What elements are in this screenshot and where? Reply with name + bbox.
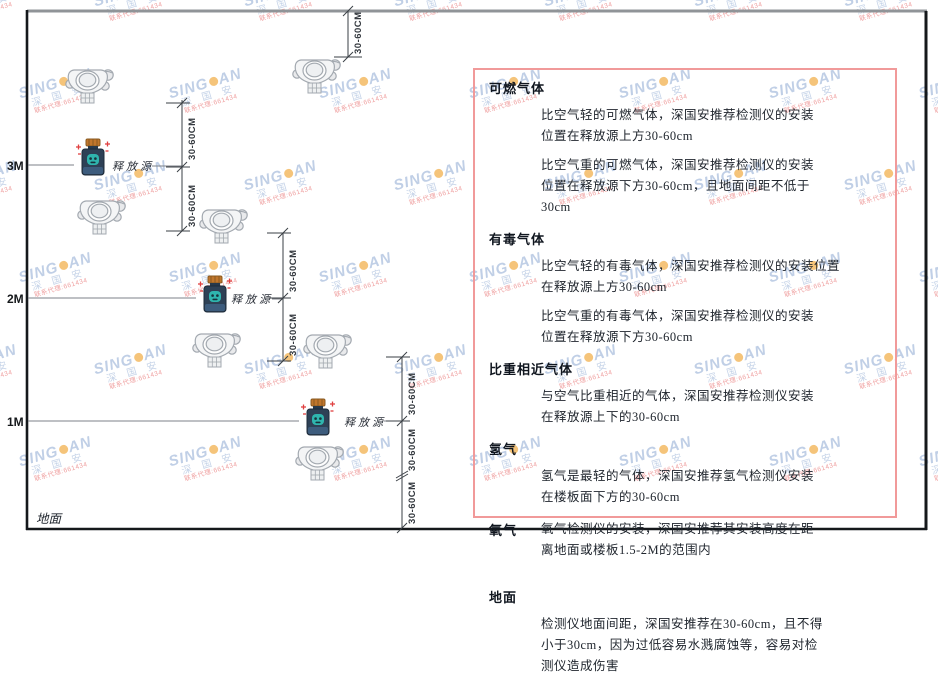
section-heading: 氢气 <box>489 442 518 457</box>
note-paragraph: 比空气轻的有毒气体，深国安推荐检测仪的安装位置 在释放源上方30-60cm <box>541 259 841 294</box>
section-combustible-gas: 可燃气体 比空气轻的可燃气体，深国安推荐检测仪的安装 位置在释放源上方30-60… <box>489 78 881 218</box>
gas-release-source-icon <box>197 275 233 313</box>
note-paragraph: 比空气重的可燃气体，深国安推荐检测仪的安装 位置在释放源下方30-60cm，且地… <box>541 158 815 214</box>
gas-detector-icon <box>77 200 126 235</box>
dim-label-30-60cm: 30-60CM <box>353 11 364 54</box>
dim-label-30-60cm: 30-60CM <box>288 249 299 292</box>
ground-label: 地面 <box>36 512 64 526</box>
dimension-lines <box>166 5 410 534</box>
section-heading: 比重相近气体 <box>489 362 574 377</box>
height-label-2m: 2M <box>7 292 24 306</box>
section-heading: 可燃气体 <box>489 81 546 96</box>
height-guide-lines <box>28 164 402 422</box>
gas-detector-icon <box>295 446 344 481</box>
dim-label-30-60cm: 30-60CM <box>407 481 418 524</box>
height-label-1m: 1M <box>7 415 24 429</box>
dim-label-30-60cm: 30-60CM <box>187 184 198 227</box>
section-heading: 地面 <box>489 590 518 605</box>
gas-detector-icon <box>292 59 341 94</box>
dim-label-30-60cm: 30-60CM <box>187 117 198 160</box>
dim-label-30-60cm: 30-60CM <box>288 313 299 356</box>
dim-label-30-60cm: 30-60CM <box>407 428 418 471</box>
note-paragraph: 比空气轻的可燃气体，深国安推荐检测仪的安装 位置在释放源上方30-60cm <box>541 108 815 143</box>
installation-notes-panel: 可燃气体 比空气轻的可燃气体，深国安推荐检测仪的安装 位置在释放源上方30-60… <box>473 68 897 673</box>
note-paragraph: 氢气是最轻的气体，深国安推荐氢气检测仪安装 在楼板面下方的30-60cm <box>541 469 815 504</box>
gas-detector-icon <box>303 334 352 369</box>
section-oxygen: 氧气 氧气检测仪的安装，深国安推荐其安装高度在距 离地面或楼板1.5-2M的范围… <box>489 519 881 561</box>
source-label: 释放源 <box>344 416 386 429</box>
note-paragraph: 检测仪地面间距，深国安推荐在30-60cm，且不得 小于30cm，因为过低容易水… <box>541 617 823 673</box>
gas-release-source-icon <box>75 138 111 176</box>
section-heading: 氧气 <box>489 523 518 538</box>
section-hydrogen: 氢气 氢气是最轻的气体，深国安推荐氢气检测仪安装 在楼板面下方的30-60cm <box>489 439 881 508</box>
gas-detector-icon <box>65 69 114 104</box>
dim-label-30-60cm: 30-60CM <box>407 372 418 415</box>
gas-detector-icon <box>199 209 248 244</box>
section-heading: 有毒气体 <box>489 232 546 247</box>
note-paragraph: 与空气比重相近的气体，深国安推荐检测仪安装 在释放源上下的30-60cm <box>541 389 815 424</box>
source-label: 释放源 <box>112 160 154 173</box>
note-paragraph: 氧气检测仪的安装，深国安推荐其安装高度在距 离地面或楼板1.5-2M的范围内 <box>541 522 815 557</box>
source-label: 释放源 <box>231 293 273 306</box>
section-toxic-gas: 有毒气体 比空气轻的有毒气体，深国安推荐检测仪的安装位置 在释放源上方30-60… <box>489 229 881 348</box>
note-paragraph: 比空气重的有毒气体，深国安推荐检测仪的安装 位置在释放源下方30-60cm <box>541 309 815 344</box>
installation-height-diagram: 3M 2M 1M 地面 释放源 释放源 释放源 <box>7 5 928 534</box>
gas-release-source-icon <box>300 398 336 436</box>
gas-detector-icon <box>192 333 241 368</box>
section-ground: 地面 检测仪地面间距，深国安推荐在30-60cm，且不得 小于30cm，因为过低… <box>489 587 881 677</box>
section-similar-density-gas: 比重相近气体 与空气比重相近的气体，深国安推荐检测仪安装 在释放源上下的30-6… <box>489 359 881 428</box>
height-label-3m: 3M <box>7 159 24 173</box>
